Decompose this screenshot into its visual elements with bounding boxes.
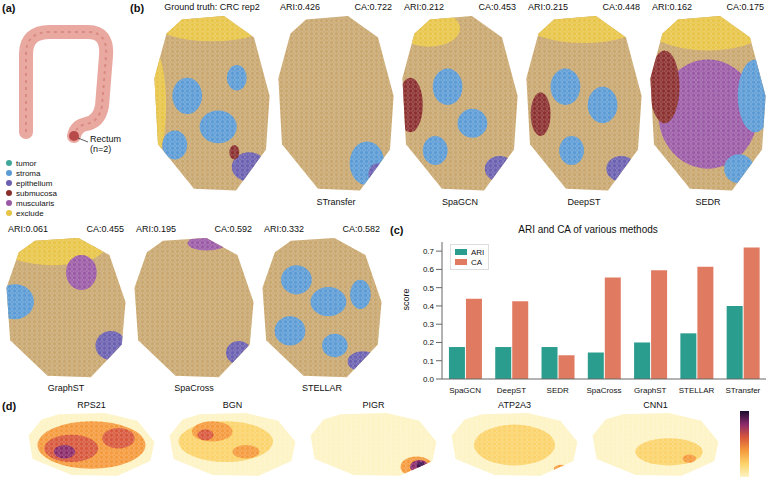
html-text:(d): (d) xyxy=(2,400,16,412)
html-text:exclude: exclude xyxy=(16,208,44,218)
html-text:muscularis: muscularis xyxy=(16,198,55,208)
svg-text:SpaGCN: SpaGCN xyxy=(449,386,481,395)
html-text:epithelium: epithelium xyxy=(16,178,53,188)
svg-text:0.2: 0.2 xyxy=(423,338,435,347)
html-text:(a): (a) xyxy=(2,2,16,14)
svg-text:score: score xyxy=(402,288,411,310)
svg-text:0.4: 0.4 xyxy=(423,302,435,311)
svg-text:0.0: 0.0 xyxy=(423,375,435,384)
html-text:CA:0.582: CA:0.582 xyxy=(342,224,380,234)
html-text:STransfer: STransfer xyxy=(316,197,356,207)
svg-text:0.1: 0.1 xyxy=(423,357,435,366)
html-text:GraphST: GraphST xyxy=(47,383,85,393)
html-text:submucosa: submucosa xyxy=(16,188,57,198)
html-text:ARI:0.061: ARI:0.061 xyxy=(8,224,48,234)
html-text:CA:0.175: CA:0.175 xyxy=(726,2,764,12)
html-text:stroma: stroma xyxy=(16,168,41,178)
svg-text:STELLAR: STELLAR xyxy=(679,386,715,395)
html-text:STELLAR: STELLAR xyxy=(302,383,342,393)
html-text:ARI:0.195: ARI:0.195 xyxy=(136,224,176,234)
html-text:SpaGCN: SpaGCN xyxy=(442,197,478,207)
svg-text:0.3: 0.3 xyxy=(423,320,435,329)
svg-text:0.6: 0.6 xyxy=(423,265,435,274)
html-text:ARI and CA of various methods: ARI and CA of various methods xyxy=(518,224,658,235)
html-text:CA:0.453: CA:0.453 xyxy=(478,2,516,12)
html-text:ARI:0.426: ARI:0.426 xyxy=(280,2,320,12)
html-text:CA:0.455: CA:0.455 xyxy=(86,224,124,234)
html-text:PIGR: PIGR xyxy=(362,400,385,410)
html-text:CA: CA xyxy=(471,257,483,267)
html-text:Rectum (n=2): Rectum (n=2) xyxy=(90,134,121,154)
svg-text:DeepST: DeepST xyxy=(497,386,526,395)
html-text:ARI: ARI xyxy=(471,247,485,257)
svg-text:SpaCross: SpaCross xyxy=(586,386,621,395)
html-text:SpaCross: SpaCross xyxy=(174,383,214,393)
svg-text:0.5: 0.5 xyxy=(423,284,435,293)
html-text:CA:0.722: CA:0.722 xyxy=(354,2,392,12)
html-text:ARI:0.212: ARI:0.212 xyxy=(404,2,444,12)
html-text:ARI:0.162: ARI:0.162 xyxy=(652,2,692,12)
html-text:CNN1: CNN1 xyxy=(643,400,668,410)
html-text:CA:0.592: CA:0.592 xyxy=(214,224,252,234)
svg-text:STransfer: STransfer xyxy=(725,386,760,395)
html-text:ATP2A3: ATP2A3 xyxy=(498,400,531,410)
html-text:tumor: tumor xyxy=(16,158,37,168)
html-text:RPS21: RPS21 xyxy=(77,400,106,410)
html-text:BGN: BGN xyxy=(222,400,243,410)
html-text:DeepST: DeepST xyxy=(567,197,601,207)
html-text:ARI:0.332: ARI:0.332 xyxy=(264,224,304,234)
html-text:CA:0.448: CA:0.448 xyxy=(602,2,640,12)
html-text:ARI:0.215: ARI:0.215 xyxy=(528,2,568,12)
html-text:Ground truth: CRC rep2: Ground truth: CRC rep2 xyxy=(164,2,260,12)
html-text:SEDR: SEDR xyxy=(695,197,721,207)
html-text:(b): (b) xyxy=(130,2,144,14)
svg-text:GraphST: GraphST xyxy=(634,386,667,395)
svg-text:SEDR: SEDR xyxy=(547,386,569,395)
svg-text:0.7: 0.7 xyxy=(423,247,435,256)
html-text:(c): (c) xyxy=(390,224,404,236)
